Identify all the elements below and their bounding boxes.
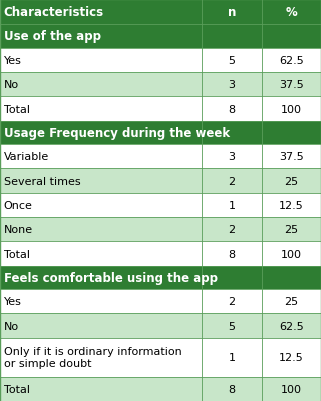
Bar [0,0,321,25]
Text: 1: 1 [229,200,235,211]
Text: 62.5: 62.5 [279,56,304,66]
Text: Only if it is ordinary information
or simple doubt: Only if it is ordinary information or si… [4,346,182,368]
Text: 1: 1 [229,352,235,362]
Text: 25: 25 [284,176,299,186]
Bar [0,314,321,338]
Bar [0,338,321,377]
Text: 8: 8 [228,104,236,114]
Bar [0,377,321,401]
Bar [0,49,321,73]
Text: Yes: Yes [4,296,22,306]
Bar [0,290,321,314]
Bar [0,25,321,49]
Text: Total: Total [4,249,30,259]
Text: Characteristics: Characteristics [4,6,104,19]
Text: 12.5: 12.5 [279,200,304,211]
Text: None: None [4,225,33,235]
Text: Total: Total [4,104,30,114]
Bar [0,73,321,97]
Text: 25: 25 [284,296,299,306]
Text: 25: 25 [284,225,299,235]
Bar [0,97,321,122]
Text: Once: Once [4,200,33,211]
Bar [0,266,321,290]
Text: Variable: Variable [4,152,49,162]
Text: Feels comfortable using the app: Feels comfortable using the app [4,271,218,284]
Text: 3: 3 [229,80,235,90]
Text: 3: 3 [229,152,235,162]
Bar [0,145,321,169]
Bar [0,217,321,242]
Text: Several times: Several times [4,176,81,186]
Text: 8: 8 [228,384,236,394]
Text: 5: 5 [229,56,235,66]
Bar [0,169,321,193]
Bar [0,242,321,266]
Bar [0,122,321,145]
Text: 100: 100 [281,104,302,114]
Text: 37.5: 37.5 [279,152,304,162]
Text: 2: 2 [228,176,236,186]
Text: 5: 5 [229,321,235,331]
Text: Use of the app: Use of the app [4,30,101,43]
Text: 8: 8 [228,249,236,259]
Text: Yes: Yes [4,56,22,66]
Text: Total: Total [4,384,30,394]
Text: 2: 2 [228,225,236,235]
Text: No: No [4,80,19,90]
Text: No: No [4,321,19,331]
Text: 12.5: 12.5 [279,352,304,362]
Text: n: n [228,6,236,19]
Text: 37.5: 37.5 [279,80,304,90]
Bar [0,193,321,217]
Text: Usage Frequency during the week: Usage Frequency during the week [4,127,230,140]
Text: %: % [285,6,297,19]
Text: 100: 100 [281,249,302,259]
Text: 100: 100 [281,384,302,394]
Text: 2: 2 [228,296,236,306]
Text: 62.5: 62.5 [279,321,304,331]
